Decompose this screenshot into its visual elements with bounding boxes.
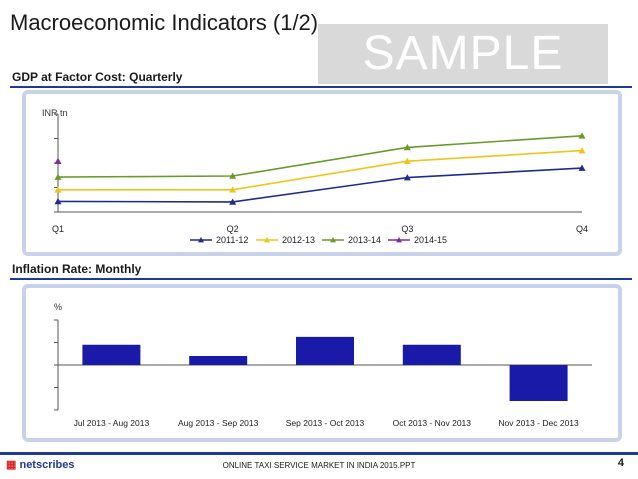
gdp-data-point: [54, 186, 62, 193]
gdp-series-line: [57, 167, 583, 203]
sample-watermark: SAMPLE: [318, 24, 608, 84]
gdp-data-point: [403, 174, 411, 181]
gdp-legend-marker: [396, 237, 402, 243]
gdp-x-tick-label: Q4: [576, 224, 588, 234]
gdp-data-point: [403, 157, 411, 164]
inflation-section-rule: [10, 278, 632, 280]
gdp-data-point: [578, 147, 586, 154]
gdp-data-point: [54, 197, 62, 205]
gdp-data-point: [54, 173, 62, 180]
gdp-legend-label: 2012-13: [282, 235, 315, 245]
gdp-legend-marker: [264, 237, 270, 243]
gdp-legend-marker: [198, 237, 204, 243]
inflation-bar: [402, 344, 461, 365]
gdp-series-line: [57, 134, 583, 178]
gdp-data-point: [54, 157, 62, 164]
inflation-bar-chart: Jul 2013 - Aug 2013 Aug 2013 - Sep 2013 Se…: [54, 319, 592, 428]
footer-rule: [0, 452, 638, 455]
inflation-x-tick-label: Aug 2013 - Sep 2013: [178, 418, 259, 428]
gdp-data-point: [403, 143, 411, 151]
inflation-bar: [189, 356, 248, 365]
inflation-x-tick-label: Oct 2013 - Nov 2013: [393, 418, 472, 428]
gdp-data-point: [229, 172, 237, 179]
gdp-legend-label: 2014-15: [414, 235, 447, 245]
inflation-unit-label: %: [54, 302, 63, 312]
inflation-bar: [296, 336, 354, 365]
inflation-bar: [82, 344, 141, 365]
page-number: 4: [617, 457, 624, 469]
slide-title: Macroeconomic Indicators (1/2): [10, 10, 319, 35]
gdp-line-chart: Q1 Q2 Q3 Q4 2011-12 2012-13 2013-14 2014-15: [52, 113, 588, 245]
netscribes-logo: ▦ netscribes: [6, 458, 75, 471]
gdp-legend-label: 2013-14: [348, 235, 381, 245]
gdp-legend-label: 2011-12: [216, 235, 248, 245]
inflation-x-tick-label: Nov 2013 - Dec 2013: [498, 418, 579, 428]
gdp-data-point: [229, 198, 237, 205]
gdp-data-point: [578, 164, 586, 171]
gdp-data-point: [229, 186, 237, 193]
gdp-section-label: GDP at Factor Cost: Quarterly: [12, 70, 183, 84]
gdp-x-tick-label: Q3: [401, 224, 413, 234]
logo-mark-icon: ▦: [6, 459, 17, 471]
inflation-chart-panel: % Jul 2013 - Aug 2013 Aug 2013 - Sep 2013…: [22, 284, 622, 442]
gdp-x-tick-label: Q2: [227, 224, 239, 234]
gdp-data-point: [578, 132, 586, 139]
inflation-section-label: Inflation Rate: Monthly: [12, 262, 142, 276]
gdp-legend-marker: [330, 237, 336, 243]
inflation-x-tick-label: Jul 2013 - Aug 2013: [74, 418, 150, 428]
gdp-section-rule: [10, 86, 632, 88]
logo-text: netscribes: [19, 459, 75, 471]
inflation-x-tick-label: Sep 2013 - Oct 2013: [286, 418, 365, 428]
inflation-bar: [509, 365, 568, 401]
gdp-series-line: [58, 149, 583, 191]
gdp-unit-label: INR tn: [42, 108, 68, 118]
gdp-x-tick-label: Q1: [52, 224, 64, 234]
footer-text: ONLINE TAXI SERVICE MARKET IN INDIA 2015…: [222, 461, 416, 470]
gdp-chart-panel: INR tn Q1 Q2 Q3 Q4 2011-12 2012-13 2013-14 2014…: [22, 90, 622, 256]
